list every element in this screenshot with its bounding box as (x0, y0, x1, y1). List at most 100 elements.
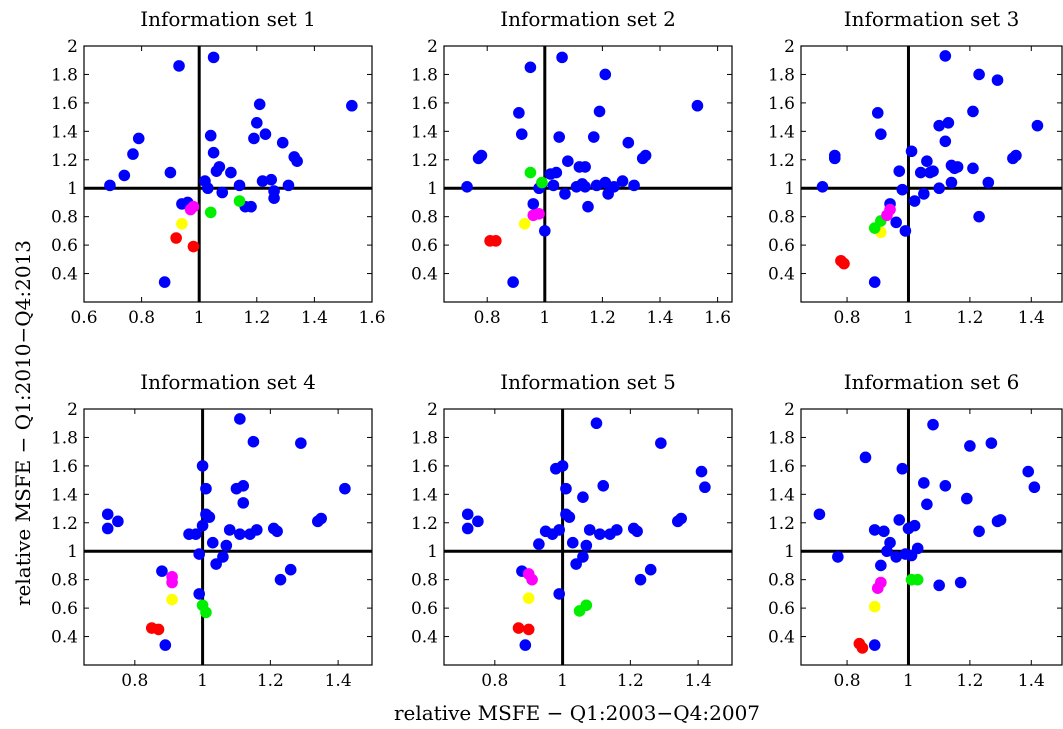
point-blue (691, 99, 704, 112)
point-red (838, 257, 850, 270)
point-yellow (176, 217, 188, 230)
panel-title: Information set 1 (140, 7, 316, 31)
y-tick-label: 1.8 (51, 428, 78, 448)
y-tick-label: 0.4 (51, 265, 78, 285)
panel-2: Information set 2 0.8 1 1.2 1.4 1.6 0.4 0.6 0.8 1… (411, 7, 733, 328)
point-blue (590, 417, 603, 430)
y-tick-label: 0.8 (768, 208, 795, 228)
y-tick-label: 1.4 (51, 485, 78, 505)
point-green (580, 599, 593, 612)
point-blue (905, 145, 918, 158)
axes-frame (443, 45, 733, 303)
point-blue (315, 512, 327, 525)
point-blue (127, 148, 139, 160)
point-blue (628, 179, 640, 192)
y-tick-label: 1.2 (768, 151, 795, 171)
point-blue (639, 149, 652, 162)
point-blue (104, 179, 116, 192)
panel-6: Information set 6 0.8 1 1.2 1.4 0.4 0.6 0.8 1 1.2… (768, 370, 1063, 691)
panels: Information set 1 0.6 0.8 1 1.2 1.4 1.6 0.4 0.6 0… (51, 7, 1063, 691)
point-magenta (875, 576, 887, 589)
y-tick-label: 0.8 (51, 571, 78, 591)
point-blue (933, 119, 945, 132)
point-blue (550, 166, 563, 179)
point-blue (216, 186, 229, 199)
point-blue (611, 524, 623, 536)
y-tick-label: 2 (427, 37, 438, 57)
point-blue (918, 188, 930, 200)
point-blue (893, 165, 906, 177)
x-tick-label: 1 (903, 308, 914, 328)
point-blue (234, 413, 246, 425)
point-blue (890, 551, 902, 563)
point-blue (939, 480, 952, 492)
x-tick-label: 0.8 (481, 671, 508, 691)
point-blue (225, 166, 237, 179)
x-tick-label: 1.4 (646, 308, 673, 328)
point-blue (461, 181, 473, 193)
y-tick-label: 0.4 (768, 265, 795, 285)
point-yellow (868, 600, 881, 613)
point-blue (622, 136, 635, 149)
point-blue (295, 437, 307, 449)
y-tick-label: 1.6 (51, 457, 78, 477)
points (101, 413, 351, 651)
point-blue (524, 61, 537, 74)
y-tick-label: 1 (67, 179, 78, 199)
y-tick-label: 1.8 (51, 65, 78, 85)
y-tick-label: 0.4 (768, 628, 795, 648)
point-blue (868, 639, 881, 651)
point-blue (204, 129, 217, 142)
point-blue (248, 132, 260, 145)
point-magenta (166, 571, 178, 583)
point-blue (991, 74, 1004, 86)
point-blue (271, 525, 283, 538)
x-tick-label: 1 (557, 671, 568, 691)
point-blue (939, 135, 952, 148)
panel-5: Information set 5 0.8 1 1.2 1.4 0.4 0.6 0.8 1 1.2… (411, 370, 733, 691)
axes-frame (800, 45, 1063, 303)
point-blue (908, 519, 921, 532)
point-blue (933, 182, 945, 195)
y-tick-label: 1.2 (51, 514, 78, 534)
point-blue (101, 522, 114, 535)
y-tick-label: 1 (427, 179, 438, 199)
y-tick-label: 0.4 (51, 628, 78, 648)
point-blue (515, 128, 528, 140)
point-blue (859, 451, 872, 464)
point-blue (519, 639, 532, 651)
y-tick-label: 0.6 (411, 236, 438, 256)
y-tick-label: 0.6 (411, 599, 438, 619)
point-blue (967, 105, 979, 118)
x-tick-label: 1.4 (685, 671, 712, 691)
point-blue (207, 146, 220, 159)
point-blue (282, 179, 295, 192)
panel-title: Information set 3 (844, 7, 1020, 31)
point-yellow (522, 592, 535, 604)
x-tick-label: 1.2 (243, 308, 270, 328)
points (461, 417, 711, 651)
point-blue (256, 175, 269, 187)
y-tick-label: 1.4 (411, 122, 438, 142)
y-tick-label: 2 (427, 400, 438, 420)
point-blue (945, 176, 958, 189)
x-tick-label: 1.2 (257, 671, 284, 691)
point-blue (579, 181, 591, 193)
point-blue (159, 639, 172, 651)
point-blue (559, 188, 571, 200)
point-blue (237, 480, 250, 492)
point-blue (675, 512, 687, 525)
y-tick-label: 1.8 (768, 428, 795, 448)
point-blue (608, 181, 620, 193)
point-blue (884, 536, 896, 549)
point-green (536, 176, 548, 189)
point-green (233, 195, 246, 207)
y-tick-label: 0.8 (51, 208, 78, 228)
y-tick-label: 1 (67, 542, 78, 562)
y-tick-label: 2 (784, 400, 795, 420)
point-blue (461, 508, 474, 521)
x-tick-label: 1 (539, 308, 550, 328)
point-blue (964, 440, 976, 452)
point-blue (193, 548, 205, 560)
point-blue (250, 524, 263, 536)
